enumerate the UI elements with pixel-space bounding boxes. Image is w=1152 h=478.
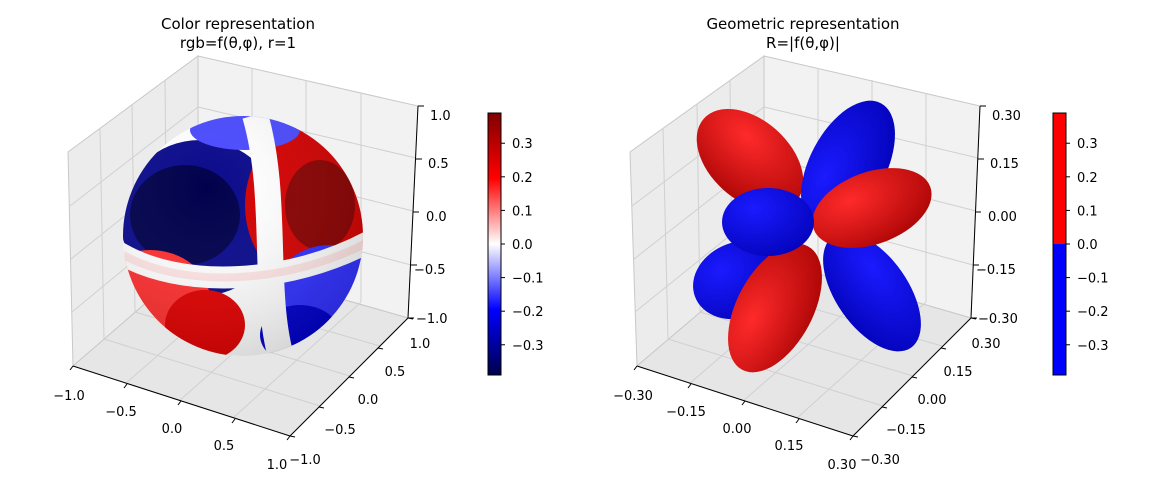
right-z-tick: 0.30 (992, 109, 1021, 124)
left-y-tick: 1.0 (410, 337, 431, 352)
left-z-tick-labels: −1.0 −0.5 0.0 0.5 1.0 (414, 109, 451, 327)
colorbar-tick-label: −0.2 (512, 305, 544, 320)
colorbar-tick-label: −0.1 (1077, 272, 1109, 287)
right-x-tick-labels: −0.30 −0.15 0.00 0.15 0.30 (613, 389, 856, 473)
left-x-tick: −0.5 (105, 405, 137, 420)
right-title-line2: R=|f(θ,φ)| (766, 34, 840, 52)
left-x-tick: −1.0 (53, 389, 85, 404)
colorbar-tick-label: 0.0 (1077, 238, 1098, 253)
colorbar-tick-label: 0.0 (512, 238, 533, 253)
left-y-tick: 0.0 (358, 393, 379, 408)
colorbar-tick-label: −0.3 (512, 339, 544, 354)
colorbar-tick-label: 0.3 (512, 137, 533, 152)
right-z-tick: 0.15 (990, 157, 1019, 172)
left-y-tick: −1.0 (289, 453, 321, 468)
right-y-tick: −0.15 (886, 423, 926, 438)
right-lobes (693, 100, 932, 373)
left-colorbar (487, 112, 502, 376)
right-z-tick-labels: −0.30 −0.15 0.00 0.15 0.30 (976, 109, 1021, 327)
right-colorbar-negative (1053, 244, 1066, 375)
right-y-tick-labels: −0.30 −0.15 0.00 0.15 0.30 (860, 337, 1000, 468)
left-z-tick: 0.5 (428, 157, 449, 172)
left-colorbar-ticks: 0.3 0.2 0.1 0.0 −0.1 −0.2 −0.3 (501, 137, 544, 354)
lobe-red-lower-left (728, 243, 822, 373)
right-title-line1: Geometric representation (706, 15, 899, 33)
left-x-tick-labels: −1.0 −0.5 0.0 0.5 1.0 (53, 389, 287, 473)
colorbar-tick-label: 0.2 (1077, 171, 1098, 186)
left-title-line2: rgb=f(θ,φ), r=1 (180, 34, 296, 52)
right-x-tick: −0.15 (666, 405, 706, 420)
colorbar-tick-label: −0.1 (512, 272, 544, 287)
colorbar-tick-label: 0.1 (1077, 204, 1098, 219)
colorbar-tick-label: −0.2 (1077, 305, 1109, 320)
right-z-tick: −0.15 (976, 263, 1016, 278)
lobe-blue-lower-right (823, 232, 921, 352)
left-y-tick: −0.5 (324, 423, 356, 438)
left-y-tick: 0.5 (385, 365, 406, 380)
lobe-blue-center (722, 188, 814, 256)
left-y-tick-labels: −1.0 −0.5 0.0 0.5 1.0 (289, 337, 430, 468)
right-y-tick: 0.15 (944, 365, 973, 380)
left-x-tick: 1.0 (267, 458, 288, 473)
colorbar-tick-label: 0.3 (1077, 137, 1098, 152)
right-colorbar-positive (1053, 113, 1066, 244)
left-x-tick: 0.5 (214, 439, 235, 454)
left-axes: Color representation rgb=f(θ,φ), r=1 (53, 15, 543, 473)
right-y-tick: 0.00 (918, 393, 947, 408)
right-tick-marks (633, 105, 986, 441)
left-title-line1: Color representation (161, 15, 315, 33)
left-z-tick: 1.0 (430, 109, 451, 124)
colorbar-tick-label: −0.3 (1077, 339, 1109, 354)
right-axes: Geometric representation R=|f(θ,φ)| (613, 15, 1109, 473)
left-z-tick: −0.5 (414, 263, 446, 278)
colorbar-tick-label: 0.2 (512, 171, 533, 186)
right-colorbar-ticks: 0.3 0.2 0.1 0.0 −0.1 −0.2 −0.3 (1066, 137, 1109, 354)
left-z-tick: 0.0 (426, 210, 447, 225)
right-x-tick: 0.15 (775, 439, 804, 454)
right-y-tick: 0.30 (972, 337, 1001, 352)
colorbar-tick-label: 0.1 (512, 204, 533, 219)
right-y-tick: −0.30 (860, 453, 900, 468)
right-z-tick: 0.00 (988, 210, 1017, 225)
left-x-tick: 0.0 (162, 422, 183, 437)
left-z-tick: −1.0 (416, 312, 448, 327)
right-x-tick: −0.30 (613, 389, 653, 404)
lobe-red-right (812, 168, 932, 248)
right-x-tick: 0.00 (723, 422, 752, 437)
right-x-tick: 0.30 (828, 458, 857, 473)
lobe-red-upper-left (696, 108, 804, 212)
left-tick-marks (69, 105, 424, 441)
right-z-tick: −0.30 (978, 312, 1018, 327)
